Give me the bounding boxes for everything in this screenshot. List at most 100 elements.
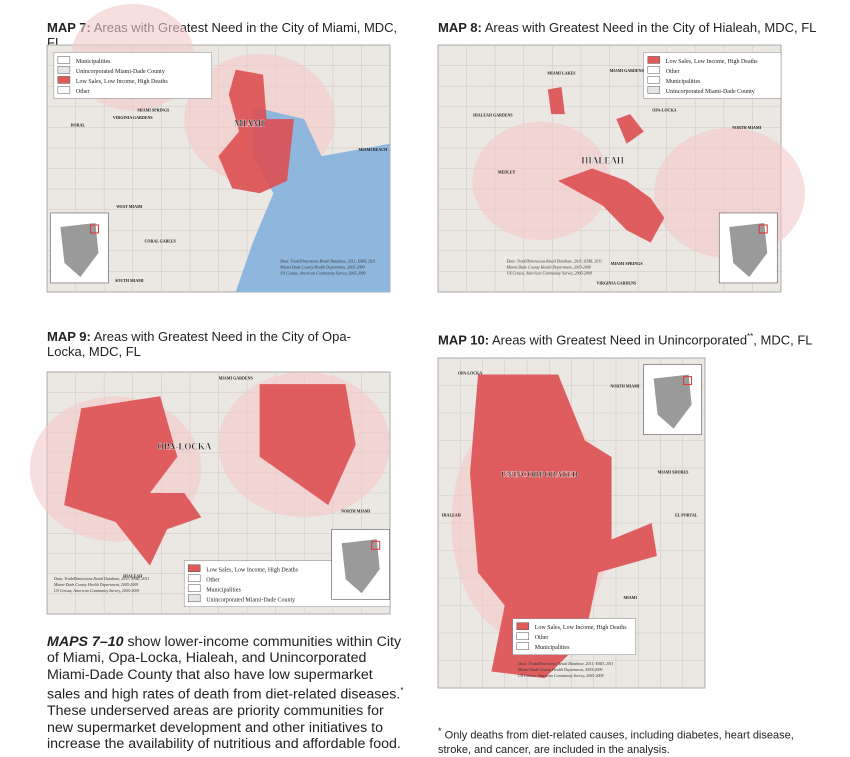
place-label: MIAMI SPRINGS <box>611 261 644 266</box>
need-area <box>547 86 565 115</box>
legend-label: Other <box>666 69 680 75</box>
place-label: MIAMI <box>623 595 637 600</box>
summary: MAPS 7–10 show lower-income communities … <box>47 634 409 753</box>
inset-focus <box>371 540 381 550</box>
place-label: HIALEAH <box>442 512 462 517</box>
legend-label: Municipalities <box>76 59 111 65</box>
need-area <box>616 114 644 144</box>
legend-label: Municipalities <box>666 79 701 85</box>
place-label: HIALEAH GARDENS <box>473 113 513 118</box>
footnote: * Only deaths from diet-related causes, … <box>438 724 798 757</box>
place-label: MIAMI GARDENS <box>610 68 645 73</box>
place-label: MIAMI SPRINGS <box>137 108 170 113</box>
place-label: UNINCORPORATED <box>501 470 578 479</box>
need-area <box>64 396 202 566</box>
need-area <box>558 168 665 243</box>
legend-label: Other <box>206 577 220 583</box>
legend-label: Other <box>76 89 90 95</box>
legend-swatch <box>516 632 530 640</box>
source-note: Data: TradeDimensions Retail Database, 2… <box>506 258 602 264</box>
source-note: US Census, American Community Survey, 20… <box>507 270 592 276</box>
inset-county <box>729 222 768 277</box>
source-note: US Census, American Community Survey, 20… <box>54 588 139 594</box>
place-label: NORTH MIAMI <box>610 384 640 389</box>
map-title-end: , MDC, FL <box>753 332 813 348</box>
haze <box>472 121 610 241</box>
legend-swatch <box>647 86 661 94</box>
source-note: US Census, American Community Survey, 20… <box>518 673 603 679</box>
inset-focus <box>89 224 99 234</box>
summary-lead: MAPS 7–10 <box>47 634 124 650</box>
map-label: MAP 10: <box>438 332 490 348</box>
inset-focus <box>758 224 768 234</box>
map-title-text: Areas with Greatest Need in Unincorporat… <box>491 332 748 348</box>
source-note: Miami-Dade County Health Department, 200… <box>53 582 138 588</box>
legend-swatch <box>57 56 71 64</box>
need-area <box>218 69 294 194</box>
legend-box <box>643 52 782 99</box>
inset-county <box>341 539 380 594</box>
legend-swatch <box>57 76 71 84</box>
legend-box <box>512 618 636 655</box>
map-title: MAP 10: Areas with Greatest Need in Unin… <box>438 329 818 347</box>
legend-label: Low Sales, Low Income, High Deaths <box>206 567 298 573</box>
place-label: VIRGINIA GARDENS <box>113 115 153 120</box>
place-label: OPA-LOCKA <box>157 441 212 451</box>
map-label: MAP 9: <box>47 329 91 344</box>
place-label: OPA-LOCKA <box>458 371 482 376</box>
place-label: MIAMI <box>234 119 265 129</box>
source-note: Miami-Dade County Health Department, 200… <box>506 264 591 270</box>
legend-swatch <box>187 564 201 573</box>
legend-label: Low Sales, Low Income, High Deaths <box>76 79 168 85</box>
place-label: NORTH MIAMI <box>732 125 762 130</box>
place-label: OPA-LOCKA <box>652 108 676 113</box>
legend-swatch <box>516 642 530 650</box>
title-sup: ** <box>747 332 754 341</box>
legend-label: Municipalities <box>206 587 241 593</box>
inset-focus <box>683 376 693 386</box>
summary-text-end: These underserved areas are priority com… <box>47 703 401 753</box>
map-title: MAP 9: Areas with Greatest Need in the C… <box>47 329 387 359</box>
legend-swatch <box>647 56 661 64</box>
source-note: Miami-Dade County Health Department, 200… <box>517 667 602 673</box>
place-label: EL PORTAL <box>675 512 698 517</box>
place-label: HIALEAH <box>123 574 143 579</box>
legend-swatch <box>647 76 661 84</box>
place-label: DORAL <box>71 123 86 128</box>
inset-county <box>653 374 692 429</box>
legend-swatch <box>187 574 201 583</box>
summary-text: show lower-income communities within Cit… <box>47 634 402 703</box>
legend-swatch <box>516 622 530 630</box>
legend-label: Municipalities <box>535 645 570 651</box>
place-label: MIAMI LAKES <box>547 71 576 76</box>
place-label: VIRGINIA GARDENS <box>597 281 637 286</box>
place-label: WEST MIAMI <box>116 204 142 209</box>
legend-swatch <box>57 66 71 74</box>
need-area <box>259 384 356 506</box>
place-label: MIAMI SHORES <box>658 470 690 475</box>
map-title: MAP 8: Areas with Greatest Need in the C… <box>438 20 818 35</box>
source-note: Miami-Dade County Health Department, 200… <box>279 264 364 270</box>
map-label: MAP 8: <box>438 20 482 35</box>
place-label: MIAMI GARDENS <box>219 375 254 380</box>
legend-swatch <box>57 86 71 94</box>
map-title-text: Areas with Greatest Need in the City of … <box>47 329 351 359</box>
source-note: Data: TradeDimensions Retail Database, 2… <box>517 661 613 667</box>
legend-swatch <box>187 584 201 593</box>
need-area <box>470 374 657 679</box>
place-label: SOUTH MIAMI <box>115 278 144 283</box>
legend-label: Other <box>535 635 549 641</box>
source-note: Data: TradeDimensions Retail Database, 2… <box>279 258 375 264</box>
source-note: US Census, American Community Survey, 20… <box>280 270 365 276</box>
legend-label: Unincorporated Miami-Dade County <box>666 89 755 95</box>
place-label: MIAMI BEACH <box>358 147 388 152</box>
summary-sup: * <box>400 686 404 696</box>
inset-county <box>60 222 99 277</box>
legend-swatch <box>647 66 661 74</box>
place-label: HIALEAH <box>581 156 624 166</box>
footnote-mark: * <box>438 726 442 736</box>
legend-box <box>53 52 212 99</box>
legend-swatch <box>187 594 201 603</box>
source-note: Data: TradeDimensions Retail Database, 2… <box>53 576 149 582</box>
